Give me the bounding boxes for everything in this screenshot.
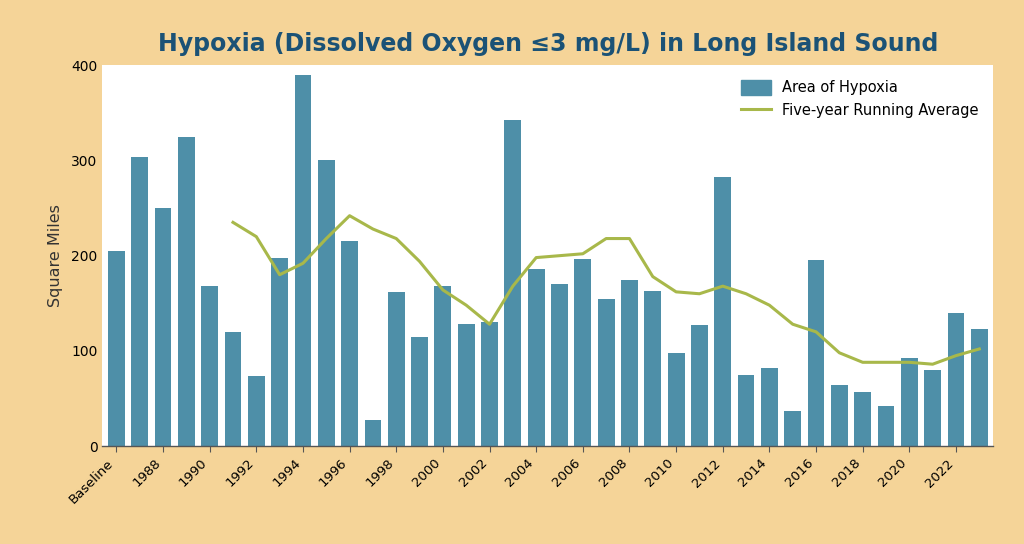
Bar [574, 258, 591, 446]
Bar [808, 261, 824, 446]
Bar [131, 157, 148, 446]
Bar [412, 337, 428, 446]
Bar [505, 121, 521, 446]
Bar [248, 375, 265, 446]
Title: Hypoxia (Dissolved Oxygen ≤3 mg/L) in Long Island Sound: Hypoxia (Dissolved Oxygen ≤3 mg/L) in Lo… [158, 33, 938, 57]
Bar [644, 291, 662, 446]
Bar [551, 285, 568, 446]
Bar [901, 358, 918, 446]
Bar [947, 313, 965, 446]
Bar [341, 242, 358, 446]
Bar [925, 370, 941, 446]
Bar [108, 251, 125, 446]
Bar [761, 368, 778, 446]
Bar [458, 324, 474, 446]
Bar [178, 137, 195, 446]
Bar [295, 75, 311, 446]
Bar [598, 299, 614, 446]
Bar [668, 353, 684, 446]
Bar [481, 322, 498, 446]
Bar [622, 281, 638, 446]
Bar [271, 258, 288, 446]
Bar [715, 177, 731, 446]
Bar [527, 269, 545, 446]
Y-axis label: Square Miles: Square Miles [48, 204, 62, 307]
Bar [878, 406, 894, 446]
Bar [971, 329, 988, 446]
Bar [365, 421, 381, 446]
Bar [691, 325, 708, 446]
Bar [224, 332, 242, 446]
Bar [784, 411, 801, 446]
Bar [388, 292, 404, 446]
Bar [830, 385, 848, 446]
Bar [434, 286, 452, 446]
Bar [854, 392, 871, 446]
Bar [155, 208, 171, 446]
Bar [202, 286, 218, 446]
Bar [317, 160, 335, 446]
Bar [737, 375, 755, 446]
Legend: Area of Hypoxia, Five-year Running Average: Area of Hypoxia, Five-year Running Avera… [734, 72, 986, 125]
